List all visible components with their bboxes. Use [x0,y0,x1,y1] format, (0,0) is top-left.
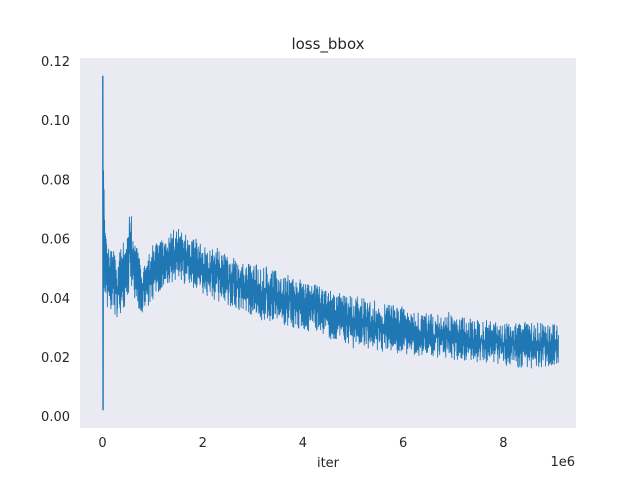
y-tick-label: 0.04 [41,292,70,307]
x-tick-label: 2 [199,436,207,451]
x-axis-label: iter [317,456,340,471]
x-tick-label: 4 [299,436,307,451]
x-tick-label: 0 [98,436,106,451]
y-tick-label: 0.00 [41,410,70,425]
plot-background [80,58,576,428]
series-line [102,75,559,411]
x-axis-ticks: 0 2 4 6 8 [98,436,507,451]
y-tick-label: 0.02 [41,351,70,366]
y-axis-ticks: 0.00 0.02 0.04 0.06 0.08 0.10 0.12 [41,55,70,425]
y-tick-label: 0.12 [41,55,70,70]
x-tick-label: 6 [399,436,407,451]
series-layer [102,75,559,411]
y-tick-label: 0.10 [41,114,70,129]
x-tick-label: 8 [499,436,507,451]
y-tick-label: 0.08 [41,173,70,188]
chart-title: loss_bbox [291,35,364,54]
y-tick-label: 0.06 [41,233,70,248]
x-axis-offset-label: 1e6 [550,455,575,470]
